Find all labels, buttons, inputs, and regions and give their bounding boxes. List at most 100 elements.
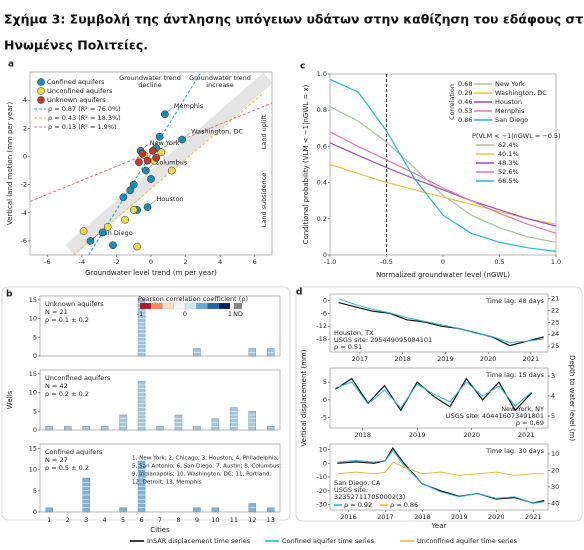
- site-label: ρ = 0.69: [516, 419, 544, 427]
- y-tick-label: 0.8: [317, 106, 327, 114]
- rho-label: ρ = 0.5 ± 0.2: [45, 464, 89, 472]
- y-tick-label: 5: [33, 407, 37, 415]
- point: [121, 215, 129, 224]
- point: [135, 158, 143, 166]
- y-tick-label: 0: [323, 251, 327, 259]
- city-note: 12, Detroit; 13, Memphis: [132, 480, 202, 486]
- panel-letter: b: [6, 290, 13, 300]
- y-tick-label: -12: [316, 322, 327, 330]
- x-tick-label: 1: [47, 516, 51, 524]
- x-tick-label: 10: [211, 516, 219, 524]
- panel-letter: c: [300, 62, 305, 72]
- legend-label: Unconfined aquifers: [47, 87, 113, 95]
- y-tick-label: -18: [316, 335, 327, 343]
- x-tick-label: 12: [248, 516, 256, 524]
- rho-label: ρ = 0.1 ± 0.2: [45, 316, 89, 324]
- bar: [211, 418, 220, 431]
- x-tick-label: 2018: [414, 513, 431, 521]
- bar: [100, 426, 109, 431]
- x-tick-label: 2021: [523, 355, 540, 363]
- y-axis-label: Wells: [6, 390, 14, 409]
- x-tick-label: -0.5: [380, 258, 393, 266]
- y-axis-label: Conditional probability (VLM < −1|nGWL =…: [302, 84, 310, 244]
- x-tick-label: 2: [184, 258, 188, 266]
- y-tick-label: 5: [33, 333, 37, 341]
- correlation-value: 0.68: [458, 80, 472, 88]
- colorbar-tick-label: 1: [228, 310, 232, 318]
- series-line: [329, 142, 557, 227]
- x-axis-label: Year: [431, 522, 447, 530]
- y2-tick-label: 30: [551, 483, 559, 491]
- x-tick-label: 1.0: [551, 258, 561, 266]
- legend-label: Washington, DC: [495, 89, 547, 97]
- label-leader: [145, 163, 154, 171]
- panel-letter: a: [8, 60, 14, 70]
- series-line: [338, 302, 544, 347]
- y2-tick-label: 25: [551, 342, 559, 350]
- lag-label: Time lag: 30 days: [485, 447, 544, 455]
- x-tick-label: -1.0: [324, 258, 337, 266]
- colorbar-cell: [173, 302, 186, 310]
- annotation: Land uplift: [260, 114, 268, 149]
- annotation: increase: [206, 81, 233, 89]
- site-label: New York, NY: [501, 405, 544, 413]
- colorbar-cell: [139, 302, 152, 310]
- point: [143, 156, 152, 165]
- subpanel-title: Unknown aquifers: [45, 300, 104, 308]
- caption-line: Ηνωμένες Πολιτείες.: [4, 38, 148, 53]
- bar: [267, 507, 275, 513]
- point: [155, 132, 164, 141]
- y-tick-label: 0: [323, 296, 327, 304]
- correlation-value: 0.86: [458, 116, 472, 124]
- city-note: 1, New York; 2, Chicago; 3, Houston; 4, …: [132, 456, 279, 462]
- annotation: Groundwater trend: [189, 74, 251, 82]
- point: [133, 242, 142, 251]
- x-tick-label: 3: [84, 516, 88, 524]
- rho-label: ρ = 0.86: [390, 501, 418, 509]
- x-axis-label: Normalized groundwater level (nGWL): [376, 271, 510, 279]
- site-label: USGS site:: [334, 486, 368, 494]
- bar: [267, 426, 275, 431]
- legend-label: Unconfined aquifer time series: [417, 537, 518, 545]
- y2-axis-label: Depth to water level (m): [568, 355, 576, 441]
- point: [152, 154, 161, 162]
- legend-label: ρ = 0.87 (R² = 76.0%): [48, 105, 121, 113]
- x-tick-label: 2016: [340, 513, 357, 521]
- y-tick-label: 0.2: [317, 215, 327, 223]
- y-tick-label: 0: [33, 426, 37, 434]
- series-line: [337, 461, 545, 476]
- y-axis-label: Vertical displacement (mm): [300, 349, 308, 446]
- y-tick-label: 10: [29, 315, 37, 323]
- label-leader: [147, 199, 156, 208]
- x-tick-label: 2018: [354, 431, 371, 439]
- x-tick-label: 8: [176, 516, 180, 524]
- bar: [63, 426, 72, 431]
- panel-d-frame: [295, 286, 583, 522]
- x-tick-label: 2017: [352, 355, 369, 363]
- x-tick-label: 5: [121, 516, 125, 524]
- x-tick-label: 11: [230, 516, 238, 524]
- bar: [45, 426, 53, 431]
- legend-marker: [37, 87, 45, 95]
- x-tick-label: 2021: [525, 513, 542, 521]
- point: [79, 227, 88, 235]
- site-label: USGS site: 404416073491801: [446, 412, 544, 420]
- nd-label: ND: [233, 310, 243, 318]
- site-label: San Diego, CA: [334, 479, 381, 487]
- n-label: N = 27: [45, 456, 68, 464]
- rho-label: ρ = 0.92: [344, 501, 372, 509]
- site-label: USGS site: 295449095084101: [334, 336, 432, 344]
- x-axis-label: Cities: [150, 526, 170, 534]
- colorbar-cell: [196, 302, 208, 310]
- one-to-one-band: [65, 72, 273, 256]
- bar: [193, 507, 201, 513]
- point: [157, 148, 166, 157]
- bar: [137, 299, 146, 357]
- y2-tick-label: 3: [551, 372, 555, 380]
- y-tick-label: -4: [21, 209, 27, 217]
- legend-label: ρ = 0.43 (R² = 18.3%): [48, 114, 121, 122]
- y-tick-label: 1.0: [317, 70, 327, 78]
- colorbar-tick-label: -1: [137, 310, 143, 318]
- y2-tick-label: 23: [551, 318, 559, 326]
- y2-tick-label: 20: [551, 466, 559, 474]
